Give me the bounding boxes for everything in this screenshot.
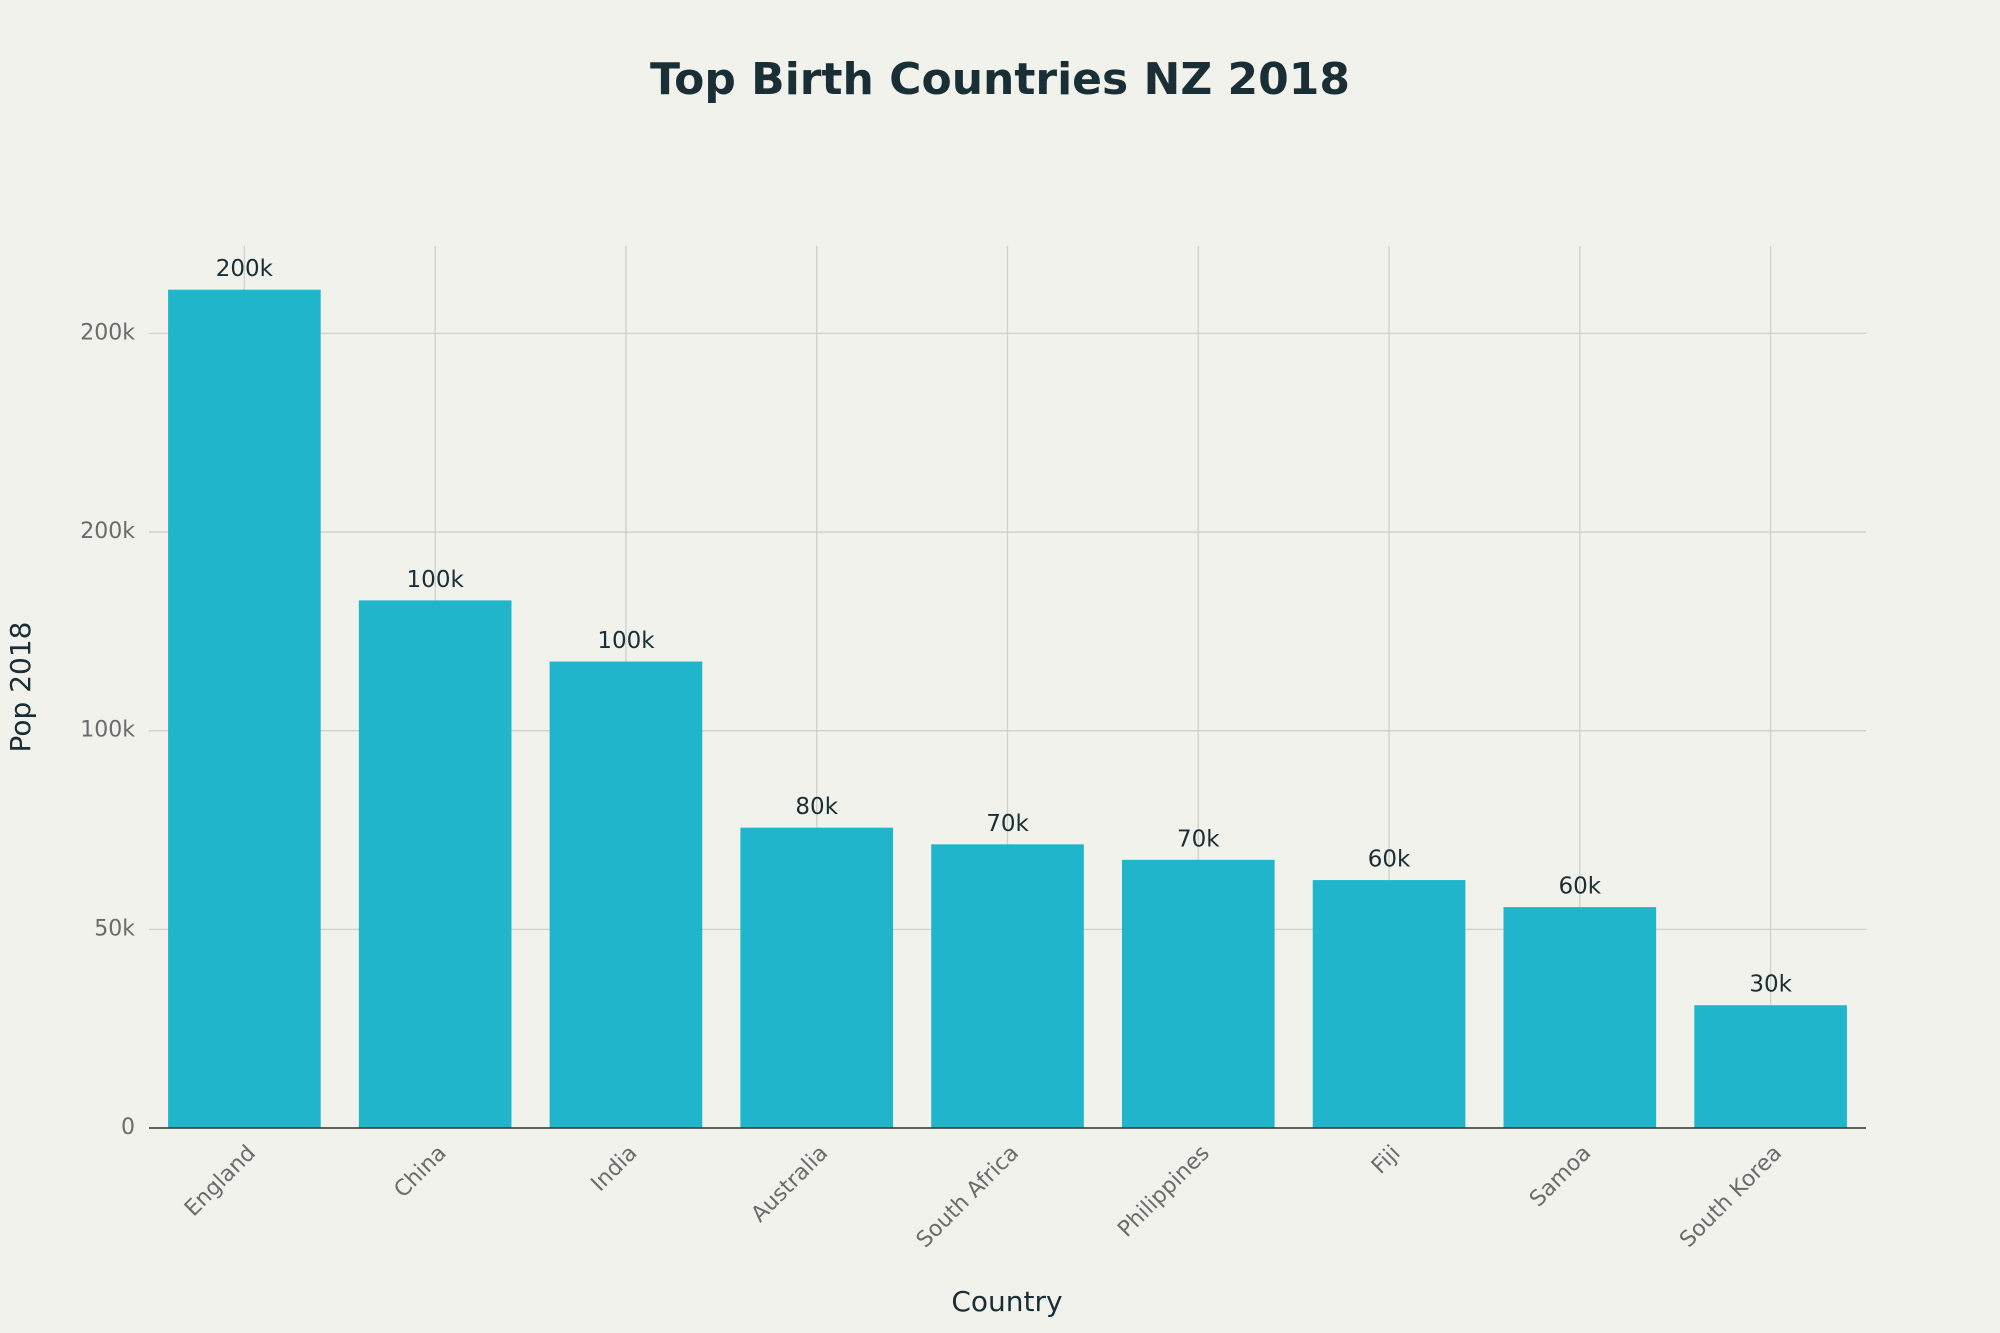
x-tick-label: Australia — [747, 1141, 833, 1227]
y-tick-label: 200k — [80, 320, 135, 345]
x-axis-title: Country — [951, 1285, 1062, 1318]
y-tick-label: 0 — [121, 1115, 135, 1140]
bar — [931, 844, 1084, 1128]
x-tick-label: China — [390, 1141, 452, 1203]
x-tick-label: England — [180, 1141, 261, 1222]
bar — [168, 289, 321, 1128]
value-label: 60k — [1559, 874, 1602, 900]
value-label: 100k — [597, 628, 655, 654]
x-tick-label: Philippines — [1113, 1141, 1214, 1242]
y-tick-label: 50k — [94, 916, 135, 941]
y-tick-label: 200k — [80, 519, 135, 544]
bar — [1312, 880, 1466, 1128]
bar — [1694, 1005, 1847, 1128]
x-tick-label: Fiji — [1367, 1141, 1405, 1179]
bar — [740, 827, 894, 1128]
bar — [1503, 907, 1657, 1128]
value-label: 80k — [795, 794, 838, 820]
x-tick-label: South Korea — [1675, 1141, 1787, 1253]
value-label: 100k — [407, 567, 465, 593]
value-label: 70k — [986, 811, 1029, 837]
bar — [549, 661, 703, 1128]
bar — [358, 600, 512, 1128]
x-tick-label: South Africa — [912, 1141, 1024, 1253]
x-tick-label: Samoa — [1525, 1141, 1596, 1212]
value-label: 200k — [216, 256, 274, 282]
chart-title: Top Birth Countries NZ 2018 — [650, 54, 1350, 105]
value-label: 70k — [1177, 826, 1220, 852]
value-label: 30k — [1749, 972, 1792, 998]
y-axis-title: Pop 2018 — [4, 622, 37, 753]
x-tick-label: India — [587, 1141, 643, 1197]
y-tick-label: 100k — [80, 718, 135, 743]
bar — [1121, 859, 1275, 1128]
value-label: 60k — [1368, 847, 1411, 873]
